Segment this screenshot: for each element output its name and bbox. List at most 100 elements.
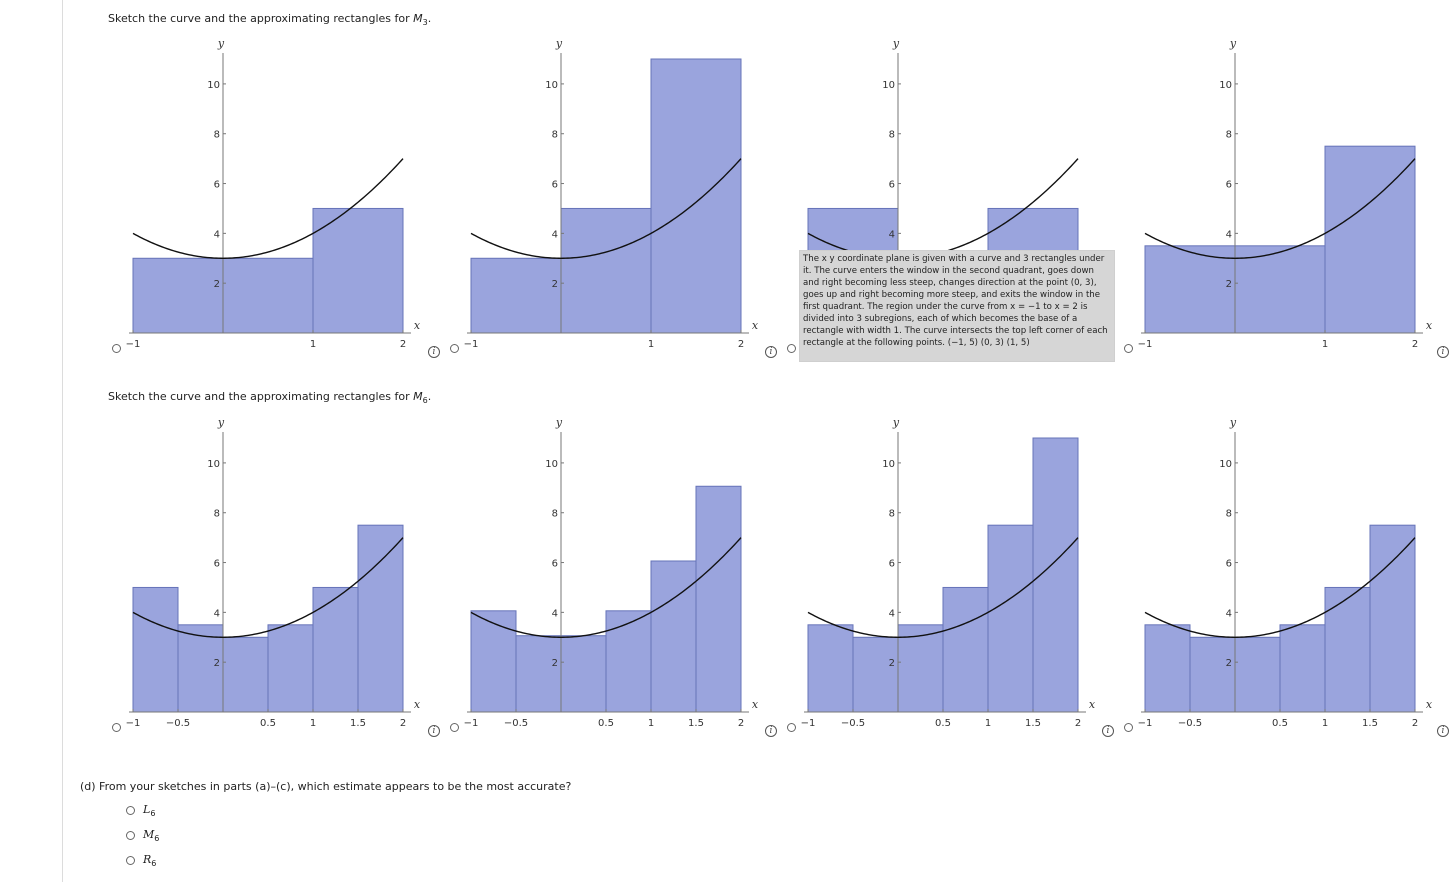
x-tick-label: 0.5: [935, 718, 951, 729]
prompt-m3-sub: 3: [422, 18, 428, 28]
approx-rectangle-2: [852, 636, 899, 713]
y-tick-label: 4: [889, 229, 895, 240]
choice-m6-label: M6: [143, 828, 160, 844]
y-tick-label: 6: [1226, 559, 1232, 570]
y-tick-label: 2: [1226, 658, 1232, 669]
y-axis-label: y: [217, 416, 225, 429]
y-tick-label: 2: [552, 279, 558, 290]
x-axis-label: x: [1426, 698, 1433, 711]
x-tick-label: 2: [738, 339, 744, 350]
m3-option-4-info-icon[interactable]: i: [1437, 346, 1449, 358]
y-tick-label: 6: [889, 180, 895, 191]
y-tick-label: 2: [214, 658, 220, 669]
y-tick-label: 10: [1219, 80, 1232, 91]
y-tick-label: 10: [545, 80, 558, 91]
m3-option-1-plot: −1 1 2 2 4 6 8 10 x y: [126, 37, 421, 350]
y-tick-label: 6: [214, 180, 220, 191]
y-tick-label: 8: [214, 130, 220, 141]
x-tick-label: 0.5: [1272, 718, 1288, 729]
x-tick-label: −1: [464, 718, 479, 729]
y-tick-label: 2: [214, 279, 220, 290]
m6-option-1-radio[interactable]: [112, 723, 121, 732]
x-tick-label: −0.5: [1178, 718, 1202, 729]
m3-option-4-radio[interactable]: [1124, 344, 1133, 353]
m3-option-1-info-icon[interactable]: i: [428, 346, 440, 358]
function-curve: [132, 158, 404, 259]
m6-option-1-info-icon[interactable]: i: [428, 725, 440, 737]
choice-l6[interactable]: L6: [126, 803, 155, 818]
m6-option-3-plot: −1 −0.5 0.5 1 1.5 2 2 4 6 8 10 x y: [801, 416, 1096, 729]
prompt-m6-sub: 6: [422, 396, 428, 406]
y-tick-label: 6: [889, 559, 895, 570]
y-tick-label: 10: [207, 459, 220, 470]
y-tick-label: 4: [214, 608, 220, 619]
m6-option-4-plot: −1 −0.5 0.5 1 1.5 2 2 4 6 8 10 x y: [1138, 416, 1433, 729]
choice-r6-radio[interactable]: [126, 856, 135, 866]
approx-rectangle-6: [357, 524, 404, 713]
prompt-m3: Sketch the curve and the approximating r…: [108, 12, 432, 28]
x-tick-label: 1: [310, 339, 316, 350]
m3-option-3-radio[interactable]: [787, 344, 796, 353]
choice-r6-label: R6: [143, 853, 157, 869]
y-tick-label: 10: [1219, 459, 1232, 470]
m6-option-2-radio[interactable]: [450, 723, 459, 732]
y-tick-label: 10: [882, 80, 895, 91]
choice-m6[interactable]: M6: [126, 828, 159, 843]
function-curve: [1144, 158, 1416, 259]
x-tick-label: 1: [648, 718, 654, 729]
m6-option-3-radio[interactable]: [787, 723, 796, 732]
plot-description-tooltip: The x y coordinate plane is given with a…: [799, 250, 1115, 362]
approx-rectangle-2: [1189, 636, 1236, 713]
choice-m6-radio[interactable]: [126, 831, 135, 841]
function-curve: [470, 158, 742, 259]
prompt-m3-symbol: M: [413, 12, 423, 25]
choice-l6-radio[interactable]: [126, 806, 135, 816]
approx-rectangle-4: [942, 586, 989, 713]
y-axis-label: y: [1229, 37, 1237, 50]
y-tick-label: 6: [552, 180, 558, 191]
y-tick-label: 6: [552, 559, 558, 570]
choice-r6[interactable]: R6: [126, 853, 156, 868]
y-tick-label: 10: [545, 459, 558, 470]
approx-rectangle-3: [1234, 636, 1281, 713]
approx-rectangle-5: [1324, 586, 1371, 713]
x-tick-label: 1.5: [1025, 718, 1041, 729]
y-axis-label: y: [217, 37, 225, 50]
y-tick-label: 2: [889, 658, 895, 669]
approx-rectangle-4: [605, 610, 652, 713]
m6-option-2-info-icon[interactable]: i: [765, 725, 777, 737]
y-tick-label: 4: [552, 229, 558, 240]
approx-rectangle-2: [177, 624, 224, 713]
m6-option-4-radio[interactable]: [1124, 723, 1133, 732]
y-tick-label: 4: [889, 608, 895, 619]
x-tick-label: 1.5: [1362, 718, 1378, 729]
m6-option-3-info-icon[interactable]: i: [1102, 725, 1114, 737]
question-d: (d) From your sketches in parts (a)–(c),…: [80, 780, 572, 793]
m3-option-1-radio[interactable]: [112, 344, 121, 353]
approx-rectangle-1: [1144, 624, 1191, 713]
y-tick-label: 2: [1226, 279, 1232, 290]
m6-option-2-plot: −1 −0.5 0.5 1 1.5 2 2 4 6 8 10 x y: [464, 416, 759, 729]
approx-rectangle-5: [650, 560, 697, 713]
m3-option-2-radio[interactable]: [450, 344, 459, 353]
y-tick-label: 8: [1226, 509, 1232, 520]
approx-rectangle-2: [1234, 245, 1326, 334]
approx-rectangle-2: [312, 207, 404, 334]
x-tick-label: 1.5: [350, 718, 366, 729]
approx-rectangle-1: [807, 624, 854, 713]
x-tick-label: −1: [126, 339, 141, 350]
x-tick-label: −1: [126, 718, 141, 729]
approx-rectangle-1: [470, 257, 562, 334]
x-tick-label: −0.5: [841, 718, 865, 729]
m6-option-4-info-icon[interactable]: i: [1437, 725, 1449, 737]
y-tick-label: 2: [552, 658, 558, 669]
m6-option-1-plot: −1 −0.5 0.5 1 1.5 2 2 4 6 8 10 x y: [126, 416, 421, 729]
approx-rectangle-6: [1369, 524, 1416, 713]
approx-rectangle-2: [515, 635, 562, 713]
y-axis-label: y: [1229, 416, 1237, 429]
y-axis-label: y: [892, 416, 900, 429]
m3-option-2-info-icon[interactable]: i: [765, 346, 777, 358]
approx-rectangle-4: [267, 624, 314, 713]
x-tick-label: 2: [1412, 718, 1418, 729]
prompt-m6-symbol: M: [413, 390, 423, 403]
